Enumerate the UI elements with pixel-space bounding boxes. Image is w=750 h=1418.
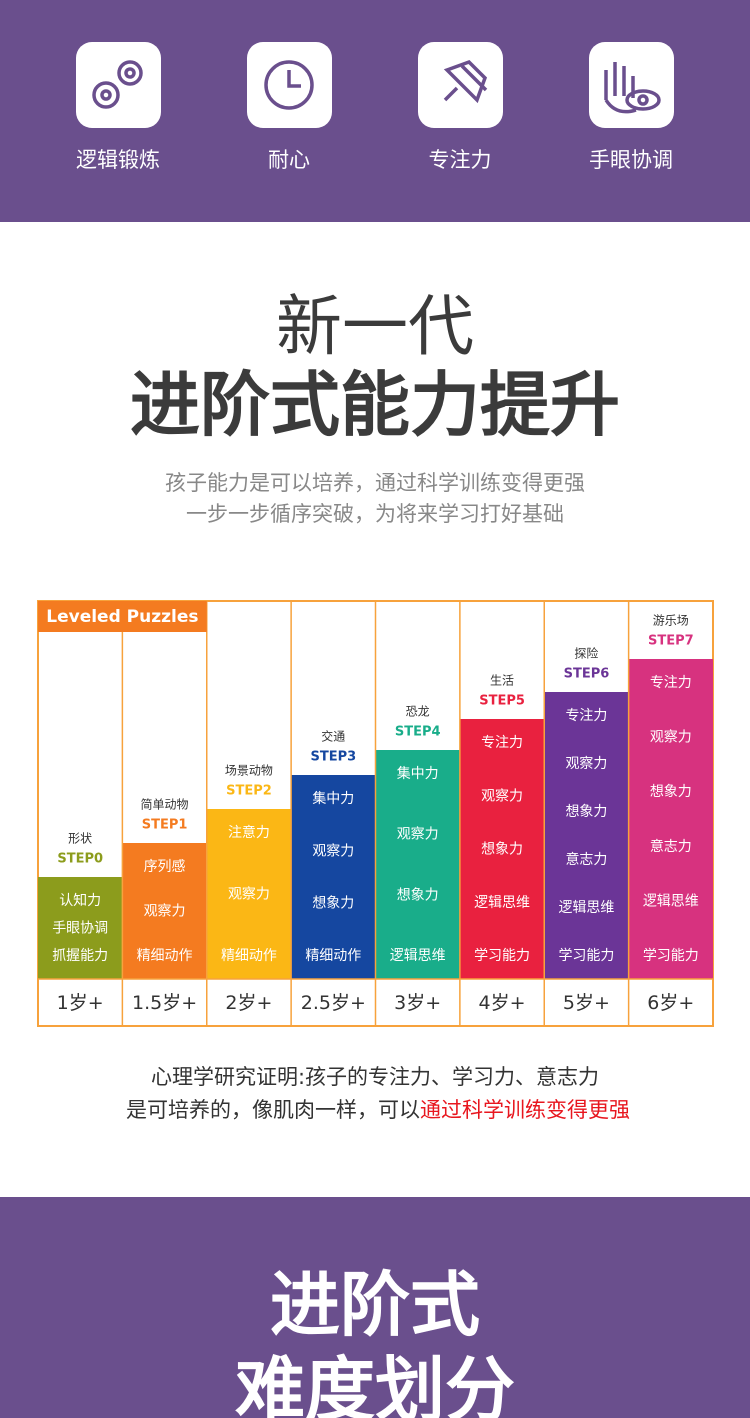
step-label: STEP1 [142, 818, 188, 833]
age: 3岁+ [394, 992, 441, 1014]
footer-band [0, 1197, 750, 1418]
step-bar [375, 750, 460, 979]
age: 4岁+ [479, 992, 526, 1014]
skill: 逻辑思维 [558, 900, 614, 916]
skill: 逻辑思维 [474, 895, 530, 911]
skill: 集中力 [312, 790, 354, 807]
step-label: STEP5 [479, 694, 525, 709]
skill: 想象力 [481, 842, 523, 858]
skill: 想象力 [565, 804, 607, 820]
step-theme: 恐龙 [406, 705, 430, 719]
skill: 观察力 [481, 787, 523, 804]
step-label: STEP4 [395, 725, 441, 740]
step-bar [459, 719, 545, 979]
skill: 观察力 [144, 903, 186, 920]
step-label: STEP0 [57, 852, 103, 867]
subtitle: 一步一步循序突破，为将来学习打好基础 [186, 502, 564, 526]
step-label: STEP7 [648, 634, 694, 649]
skill: 精细动作 [305, 948, 361, 964]
step-bar [206, 809, 292, 979]
step-bar [291, 775, 376, 979]
step-bar [628, 659, 713, 979]
age: 5岁+ [563, 992, 610, 1014]
step-theme: 生活 [490, 674, 514, 688]
feature-label: 逻辑锻炼 [76, 148, 160, 172]
skill: 想象力 [397, 887, 439, 903]
skill: 手眼协调 [52, 921, 108, 937]
age: 1.5岁+ [132, 992, 197, 1014]
note-highlight: 通过科学训练变得更强 [420, 1098, 630, 1122]
skill: 学习能力 [474, 948, 530, 964]
headline: 进阶式能力提升 [130, 364, 620, 446]
skill: 意志力 [565, 851, 607, 868]
skill: 观察力 [565, 755, 607, 772]
feature-label: 专注力 [429, 148, 492, 172]
icons [76, 42, 674, 128]
skill: 序列感 [144, 858, 186, 875]
step-bar [544, 692, 629, 979]
skill: 逻辑思维 [390, 948, 446, 964]
step-bar [38, 877, 123, 979]
step-theme: 简单动物 [141, 798, 189, 812]
subtitle: 孩子能力是可以培养，通过科学训练变得更强 [165, 471, 585, 495]
note: 是可培养的，像肌肉一样，可以通过科学训练变得更强 [126, 1098, 630, 1122]
banner [38, 601, 207, 632]
note-text: 是可培养的，像肌肉一样，可以 [126, 1098, 420, 1122]
skill: 意志力 [650, 838, 692, 855]
skill: 专注力 [650, 675, 692, 691]
feature-label: 耐心 [268, 148, 310, 172]
banner-text: Leveled Puzzles [46, 607, 198, 627]
skill: 观察力 [228, 886, 270, 903]
step-label: STEP3 [310, 750, 356, 765]
footer-title: 难度划分 [235, 1349, 515, 1418]
skill: 认知力 [59, 892, 101, 909]
skill: 专注力 [565, 708, 607, 724]
step-theme: 形状 [68, 832, 92, 846]
skill: 想象力 [650, 784, 692, 800]
age: 1岁+ [57, 992, 104, 1014]
age: 2.5岁+ [301, 992, 366, 1014]
skill: 逻辑思维 [643, 893, 699, 909]
skill: 观察力 [397, 826, 439, 843]
skill: 专注力 [481, 735, 523, 751]
age: 6岁+ [647, 992, 694, 1014]
skill: 注意力 [228, 824, 270, 841]
skill: 观察力 [650, 729, 692, 746]
skill: 抓握能力 [52, 948, 108, 964]
step-theme: 游乐场 [653, 614, 689, 628]
feature-label: 手眼协调 [589, 148, 673, 172]
skill: 学习能力 [558, 948, 614, 964]
step-theme: 场景动物 [225, 764, 273, 778]
headline: 新一代 [276, 288, 474, 365]
skill: 精细动作 [221, 948, 277, 964]
step-bar [122, 843, 207, 979]
skill: 精细动作 [137, 948, 193, 964]
note: 心理学研究证明:孩子的专注力、学习力、意志力 [151, 1065, 599, 1089]
skill: 观察力 [312, 842, 354, 859]
skill: 学习能力 [643, 948, 699, 964]
age: 2岁+ [225, 992, 272, 1014]
step-theme: 交通 [321, 729, 345, 744]
step-label: STEP2 [226, 784, 272, 799]
skill: 想象力 [312, 896, 354, 912]
step-theme: 探险 [574, 646, 598, 661]
skill: 集中力 [397, 765, 439, 782]
footer-title: 进阶式 [270, 1264, 480, 1346]
step-label: STEP6 [564, 667, 610, 682]
